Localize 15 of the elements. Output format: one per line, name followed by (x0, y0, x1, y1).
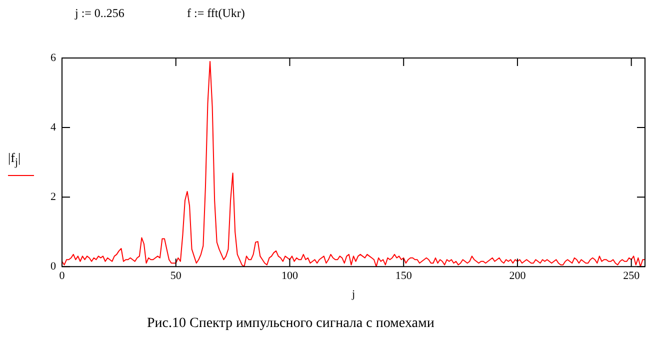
y-tick-label: 2 (50, 190, 56, 203)
y-tick-label: 0 (50, 260, 56, 272)
x-tick-label: 100 (281, 270, 298, 282)
x-tick-label: 150 (395, 270, 412, 282)
y-tick-label: 4 (50, 121, 56, 134)
text: Рис.10 Спектр импульсного сигнала с помехами (147, 316, 434, 332)
x-tick-label: 250 (623, 270, 640, 282)
x-tick-label: 50 (170, 270, 182, 282)
text: j := 0..256 (75, 6, 124, 21)
y-tick-label: 6 (50, 52, 56, 64)
text: f := fft(Ukr) (187, 6, 245, 21)
y-axis-title: |f$_{j}$| (8, 150, 21, 169)
x-axis-title: j (350, 288, 356, 300)
x-tick-label: 200 (509, 270, 526, 282)
x-tick-label: 0 (59, 270, 66, 282)
